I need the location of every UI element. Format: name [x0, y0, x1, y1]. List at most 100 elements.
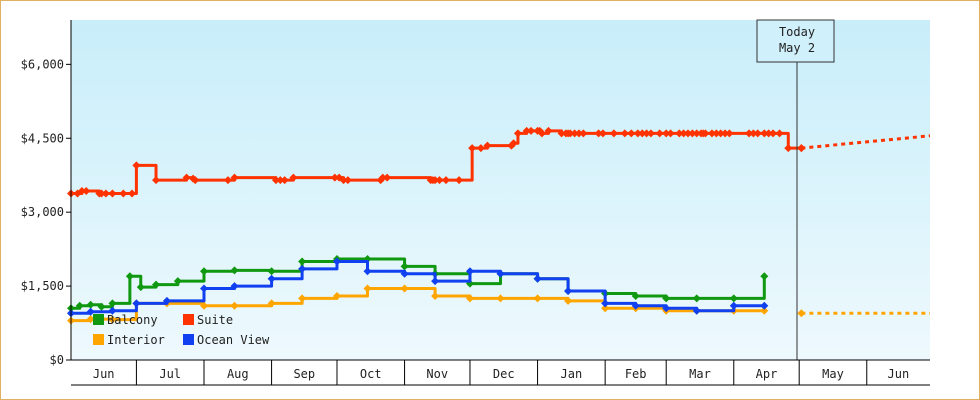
data-point[interactable]	[513, 129, 522, 138]
data-point[interactable]	[199, 267, 208, 276]
data-point[interactable]	[152, 176, 161, 185]
data-point[interactable]	[557, 129, 566, 138]
data-point[interactable]	[199, 284, 208, 293]
data-point[interactable]	[760, 129, 769, 138]
data-point[interactable]	[570, 129, 579, 138]
data-point[interactable]	[537, 129, 546, 138]
data-point[interactable]	[86, 307, 95, 316]
data-point[interactable]	[760, 272, 769, 281]
data-point[interactable]	[533, 274, 542, 283]
data-point[interactable]	[688, 129, 697, 138]
data-point[interactable]	[108, 299, 117, 308]
data-point[interactable]	[692, 306, 701, 315]
data-point[interactable]	[343, 176, 352, 185]
data-point[interactable]	[330, 173, 339, 182]
data-point[interactable]	[627, 129, 636, 138]
data-point[interactable]	[598, 129, 607, 138]
data-point[interactable]	[465, 294, 474, 303]
data-point[interactable]	[280, 176, 289, 185]
data-point[interactable]	[721, 129, 730, 138]
data-point[interactable]	[579, 129, 588, 138]
data-point[interactable]	[378, 173, 387, 182]
data-point[interactable]	[675, 129, 684, 138]
data-point[interactable]	[725, 129, 734, 138]
data-point[interactable]	[97, 189, 106, 198]
data-point[interactable]	[601, 304, 610, 313]
data-point[interactable]	[199, 301, 208, 310]
data-point[interactable]	[638, 129, 647, 138]
data-point[interactable]	[465, 267, 474, 276]
data-point[interactable]	[363, 284, 372, 293]
data-point[interactable]	[544, 126, 553, 135]
data-point[interactable]	[655, 129, 664, 138]
data-point[interactable]	[574, 129, 583, 138]
data-point[interactable]	[496, 269, 505, 278]
data-point[interactable]	[662, 304, 671, 313]
data-point[interactable]	[707, 129, 716, 138]
data-point[interactable]	[136, 283, 145, 292]
data-point[interactable]	[86, 315, 95, 324]
data-point[interactable]	[108, 189, 117, 198]
data-point[interactable]	[642, 129, 651, 138]
data-point[interactable]	[128, 189, 137, 198]
data-point[interactable]	[435, 176, 444, 185]
data-point[interactable]	[152, 280, 161, 289]
data-point[interactable]	[101, 189, 110, 198]
data-point[interactable]	[400, 269, 409, 278]
data-point[interactable]	[431, 291, 440, 300]
today-point[interactable]	[797, 309, 806, 318]
data-point[interactable]	[267, 267, 276, 276]
data-point[interactable]	[483, 141, 492, 150]
data-point[interactable]	[86, 300, 95, 309]
data-point[interactable]	[108, 306, 117, 315]
data-point[interactable]	[609, 129, 618, 138]
data-point[interactable]	[191, 176, 200, 185]
data-point[interactable]	[298, 257, 307, 266]
data-point[interactable]	[753, 129, 762, 138]
data-point[interactable]	[760, 306, 769, 315]
data-point[interactable]	[400, 284, 409, 293]
data-point[interactable]	[223, 176, 232, 185]
data-point[interactable]	[400, 262, 409, 271]
data-point[interactable]	[383, 173, 392, 182]
data-point[interactable]	[476, 144, 485, 153]
data-point[interactable]	[267, 299, 276, 308]
data-point[interactable]	[431, 176, 440, 185]
data-point[interactable]	[716, 129, 725, 138]
data-point[interactable]	[662, 129, 671, 138]
data-point[interactable]	[276, 176, 285, 185]
data-point[interactable]	[82, 186, 91, 195]
data-point[interactable]	[75, 301, 84, 310]
data-point[interactable]	[631, 291, 640, 300]
data-point[interactable]	[769, 129, 778, 138]
data-point[interactable]	[77, 186, 86, 195]
data-point[interactable]	[646, 129, 655, 138]
data-point[interactable]	[162, 296, 171, 305]
data-point[interactable]	[289, 173, 298, 182]
data-point[interactable]	[594, 129, 603, 138]
data-point[interactable]	[509, 139, 518, 148]
data-point[interactable]	[729, 294, 738, 303]
data-point[interactable]	[775, 129, 784, 138]
data-point[interactable]	[271, 176, 280, 185]
data-point[interactable]	[132, 161, 141, 170]
data-point[interactable]	[633, 129, 642, 138]
today-point[interactable]	[797, 144, 806, 153]
data-point[interactable]	[745, 129, 754, 138]
data-point[interactable]	[692, 294, 701, 303]
data-point[interactable]	[332, 257, 341, 266]
data-point[interactable]	[363, 267, 372, 276]
data-point[interactable]	[332, 291, 341, 300]
data-point[interactable]	[692, 129, 701, 138]
data-point[interactable]	[522, 126, 531, 135]
data-point[interactable]	[666, 129, 675, 138]
data-point[interactable]	[119, 189, 128, 198]
data-point[interactable]	[764, 129, 773, 138]
data-point[interactable]	[760, 301, 769, 310]
data-point[interactable]	[182, 173, 191, 182]
data-point[interactable]	[679, 129, 688, 138]
data-point[interactable]	[533, 294, 542, 303]
data-point[interactable]	[601, 299, 610, 308]
data-point[interactable]	[298, 264, 307, 273]
data-point[interactable]	[339, 176, 348, 185]
